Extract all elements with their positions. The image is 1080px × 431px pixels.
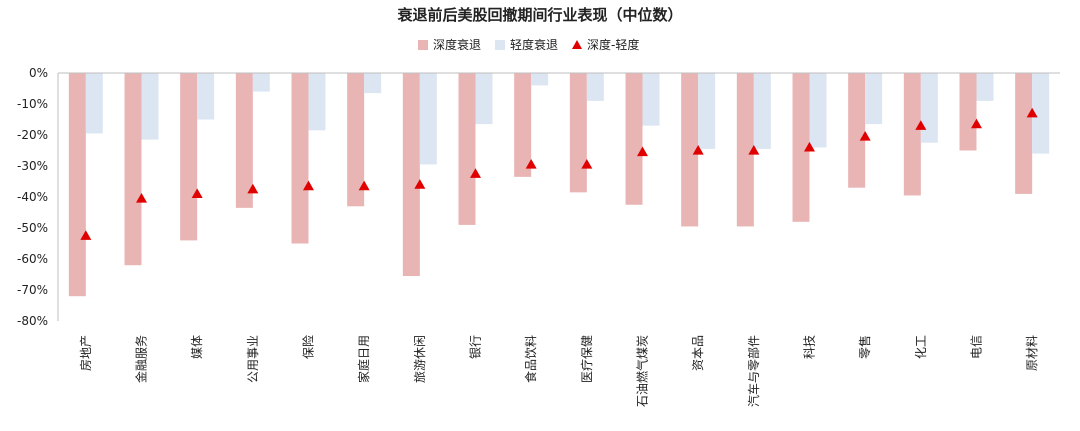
bar-deep-recession: [903, 73, 921, 196]
x-category-label: 公用事业: [246, 335, 260, 383]
diff-marker: [414, 179, 426, 189]
x-category-label: 原材料: [1025, 335, 1039, 371]
x-category-label: 资本品: [691, 335, 705, 371]
bar-mild-recession: [141, 73, 159, 140]
bar-mild-recession: [364, 73, 382, 94]
x-category-label: 金融服务: [134, 335, 149, 383]
x-category-label: 电信: [970, 335, 984, 359]
bar-mild-recession: [642, 73, 660, 126]
bar-deep-recession: [180, 73, 198, 241]
bar-mild-recession: [865, 73, 883, 125]
bar-deep-recession: [514, 73, 532, 177]
diff-marker: [915, 120, 927, 130]
x-category-label: 保险: [301, 335, 316, 359]
y-tick-label: -20%: [17, 128, 48, 142]
x-category-label: 化工: [914, 335, 928, 359]
legend-item-diff: 深度-轻度: [572, 36, 639, 53]
bar-deep-recession: [848, 73, 866, 188]
diff-marker: [247, 183, 259, 194]
legend-label-deep: 深度衰退: [433, 38, 482, 52]
x-category-label: 家庭日用: [356, 335, 371, 383]
bar-deep-recession: [959, 73, 977, 151]
y-tick-label: -60%: [17, 252, 48, 266]
x-category-label: 房地产: [78, 335, 93, 371]
bar-mild-recession: [197, 73, 215, 120]
bar-deep-recession: [681, 73, 699, 227]
bar-mild-recession: [252, 73, 270, 92]
bar-mild-recession: [976, 73, 994, 101]
x-category-label: 医疗保健: [580, 335, 594, 383]
diff-marker: [525, 158, 537, 169]
legend-swatch-deep: [418, 39, 428, 50]
diff-marker: [748, 145, 760, 155]
x-category-label: 银行: [469, 335, 483, 359]
y-tick-label: -40%: [17, 190, 48, 204]
y-tick-label: -50%: [17, 221, 48, 235]
x-category-label: 石油燃气煤炭: [635, 335, 650, 407]
bar-mild-recession: [586, 73, 604, 101]
y-tick-label: -80%: [17, 314, 48, 328]
bar-mild-recession: [920, 73, 938, 143]
diff-marker: [581, 158, 593, 169]
bar-mild-recession: [753, 73, 771, 149]
diff-marker: [1026, 107, 1038, 118]
y-tick-label: -10%: [17, 97, 48, 111]
y-tick-label: -70%: [17, 283, 48, 297]
diff-marker: [303, 180, 314, 191]
legend-swatch-mild: [495, 39, 506, 50]
legend-label-diff: 深度-轻度: [587, 38, 640, 52]
y-tick-label: 0%: [29, 66, 48, 80]
bar-mild-recession: [698, 73, 716, 149]
bar-deep-recession: [291, 73, 309, 244]
x-category-label: 旅游休闲: [413, 335, 427, 383]
legend-label-mild: 轻度衰退: [510, 38, 559, 52]
diff-marker: [804, 141, 815, 152]
legend-item-mild: 轻度衰退: [495, 36, 558, 53]
x-category-label: 零售: [857, 335, 872, 359]
bar-mild-recession: [85, 73, 103, 134]
bar-deep-recession: [235, 73, 253, 208]
diff-marker: [859, 131, 871, 141]
bar-mild-recession: [308, 73, 326, 131]
bar-deep-recession: [68, 73, 86, 297]
x-category-label: 汽车与零部件: [746, 335, 761, 407]
bar-deep-recession: [458, 73, 476, 225]
bar-mild-recession: [1032, 73, 1050, 154]
legend-item-deep: 深度衰退: [418, 36, 481, 53]
bar-mild-recession: [475, 73, 493, 125]
diff-marker: [692, 145, 704, 155]
x-category-label: 媒体: [190, 335, 204, 359]
legend-triangle-icon: [572, 40, 583, 49]
diff-marker: [191, 188, 203, 199]
diff-marker: [136, 193, 147, 203]
bar-deep-recession: [569, 73, 587, 193]
diff-marker: [358, 180, 370, 191]
bar-deep-recession: [347, 73, 365, 207]
bar-deep-recession: [1015, 73, 1033, 194]
bar-mild-recession: [419, 73, 437, 165]
legend: 深度衰退 轻度衰退 深度-轻度: [418, 36, 639, 53]
diff-marker: [470, 168, 481, 178]
bar-deep-recession: [402, 73, 420, 277]
bar-deep-recession: [736, 73, 754, 227]
bar-mild-recession: [531, 73, 549, 86]
bar-deep-recession: [124, 73, 142, 266]
x-category-label: 食品饮料: [523, 335, 538, 383]
chart-title: 衰退前后美股回撤期间行业表现（中位数）: [397, 6, 683, 24]
diff-marker: [80, 230, 92, 240]
bar-deep-recession: [792, 73, 810, 222]
y-tick-label: -30%: [17, 159, 48, 173]
bar-deep-recession: [625, 73, 643, 205]
diff-marker: [637, 146, 648, 157]
x-category-label: 科技: [803, 335, 817, 359]
diff-marker: [971, 118, 982, 129]
bar-mild-recession: [809, 73, 827, 148]
